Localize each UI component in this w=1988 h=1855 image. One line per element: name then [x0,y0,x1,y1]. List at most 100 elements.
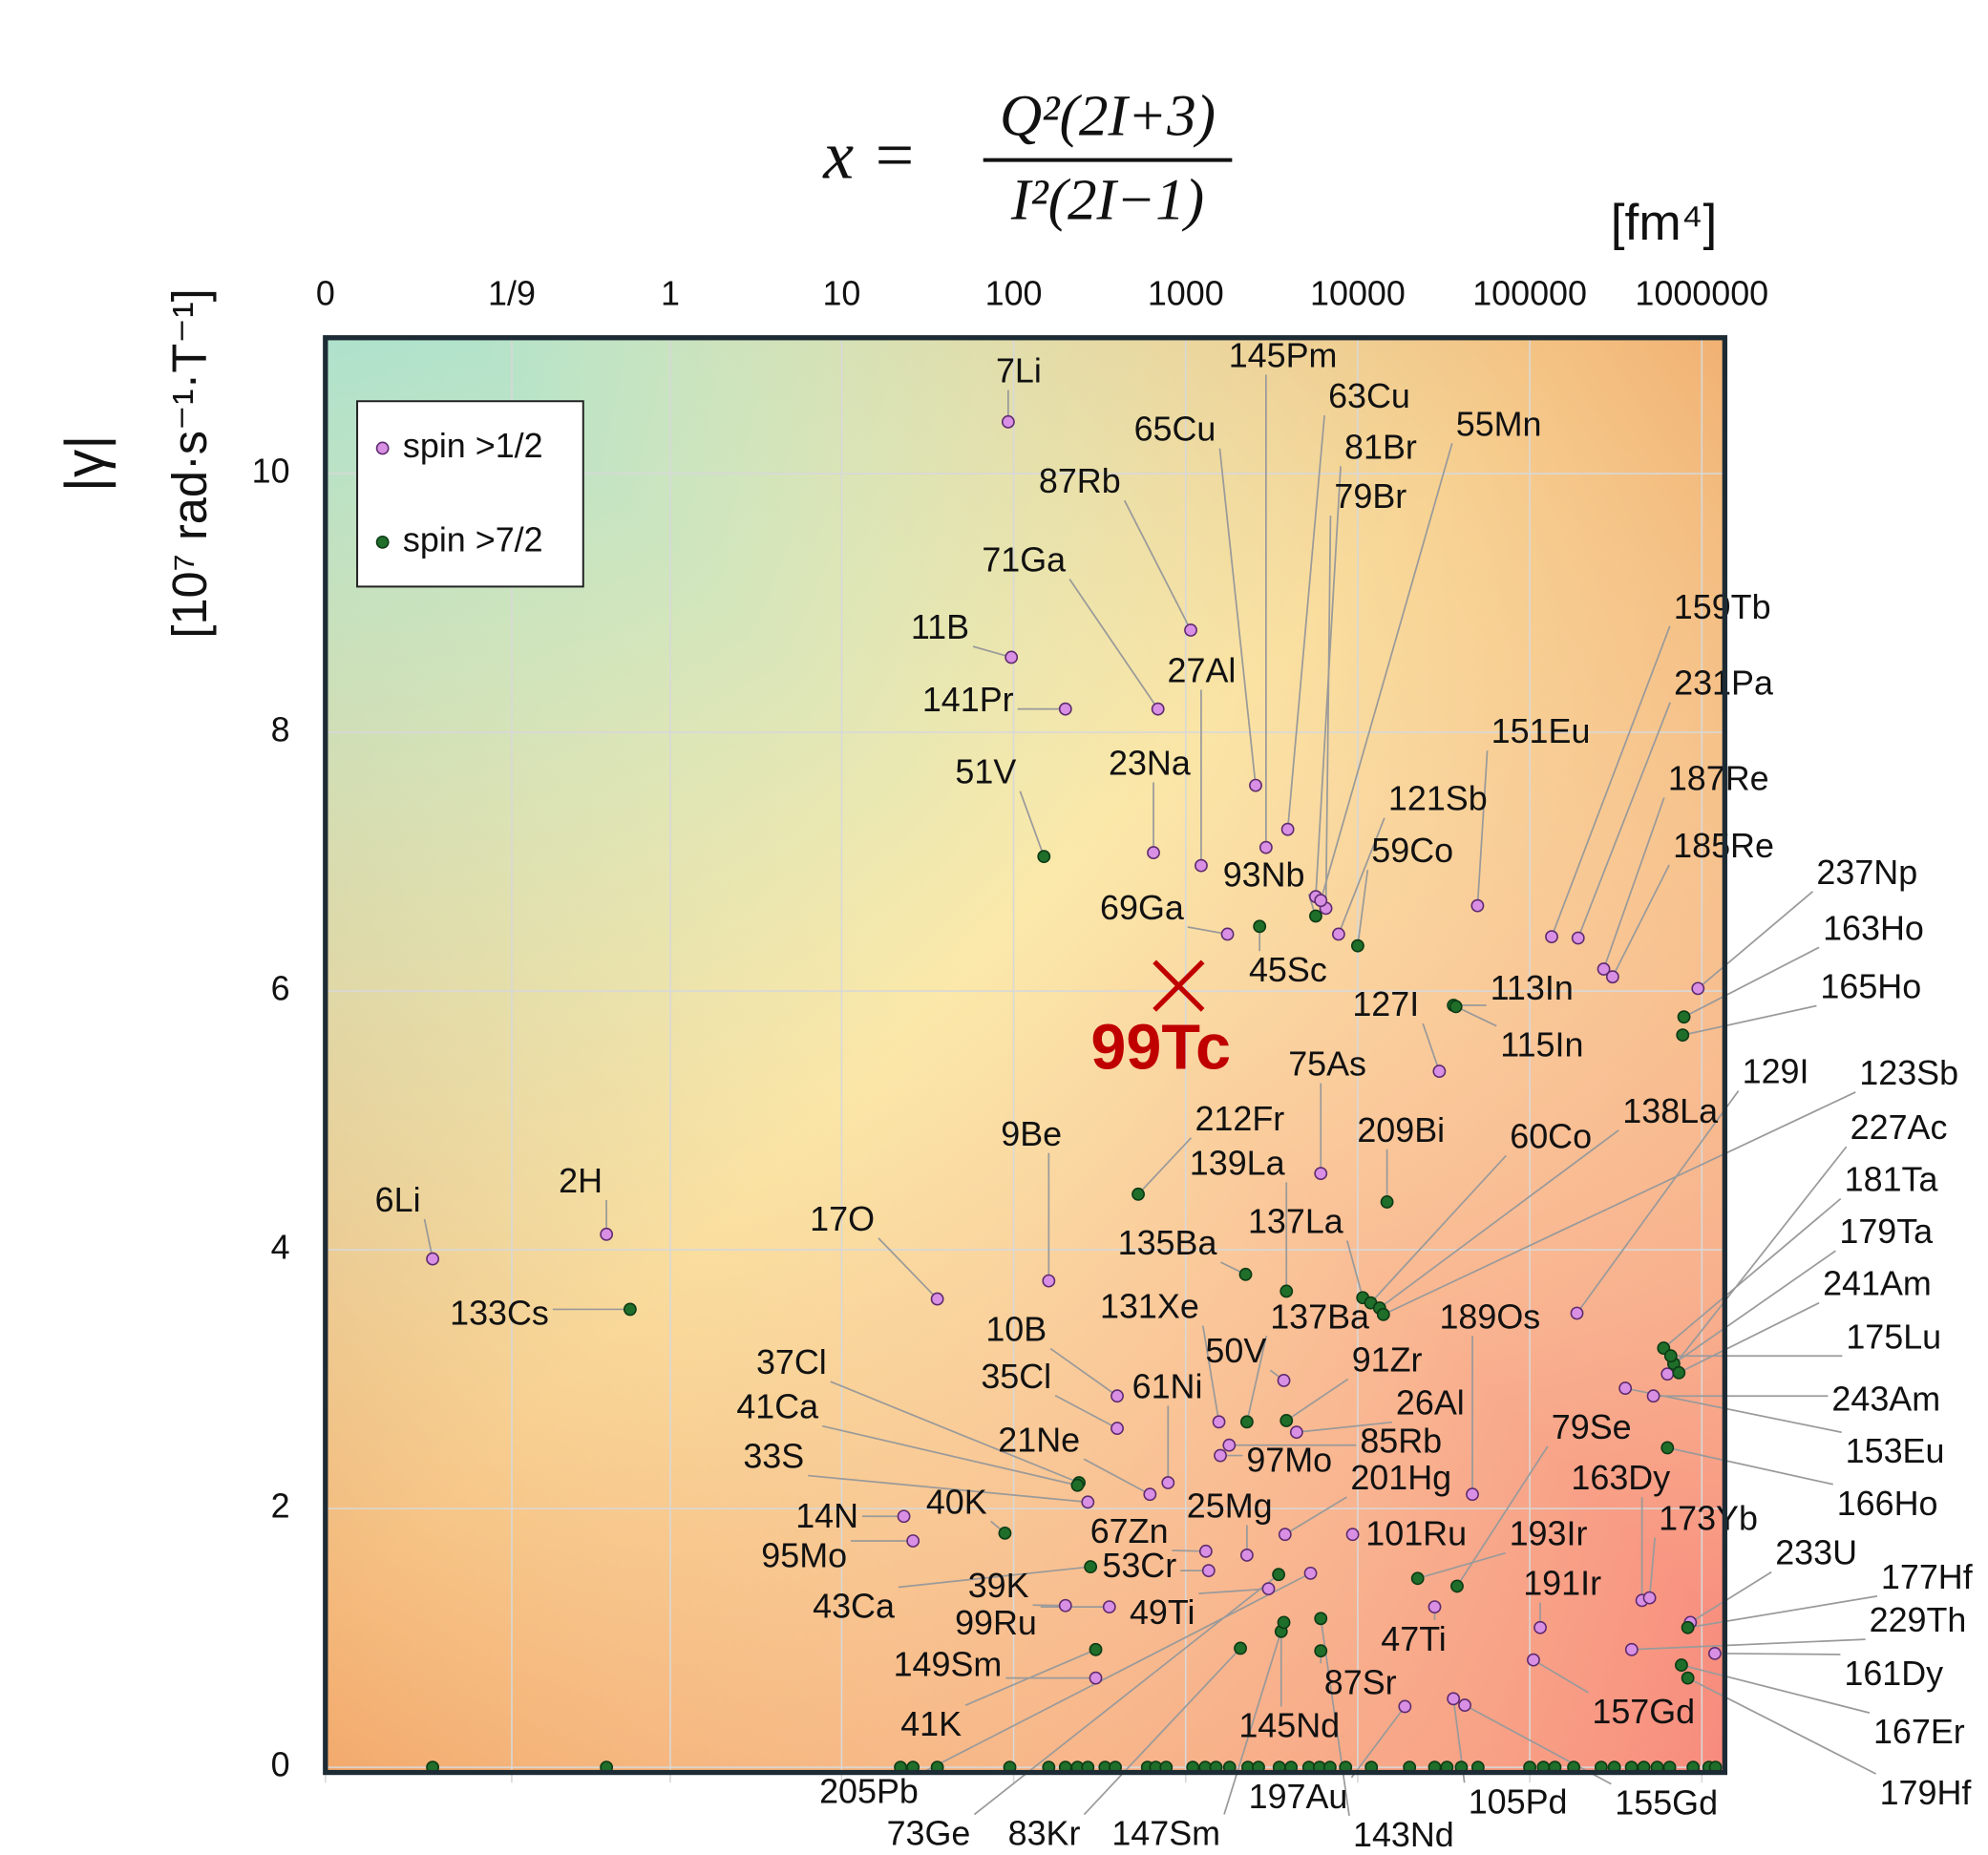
leader-line [1350,1711,1403,1779]
point-label: 135Ba [1118,1224,1217,1262]
data-point [1102,1600,1116,1614]
data-point [1447,1692,1461,1706]
data-point [1663,1349,1678,1363]
point-label: 9Be [1001,1115,1062,1153]
leader-line [1083,1458,1145,1492]
leader-line [898,1566,1085,1589]
leader-line [1615,864,1670,972]
leader-line [1604,797,1665,964]
data-point [1070,1478,1085,1492]
data-point [1289,1425,1303,1440]
leader-line [1068,579,1155,705]
leader-line [1688,1004,1817,1035]
leader-line [1422,1022,1439,1066]
data-point [1470,898,1485,913]
point-label: 87Rb [1039,462,1121,500]
point-label: 79Se [1552,1408,1632,1446]
x-tick-label: 10 [822,274,860,312]
leader-line [1689,946,1820,1015]
leader-line [1461,1008,1497,1027]
point-label: 212Fr [1195,1100,1284,1138]
data-point [1314,1644,1328,1658]
data-point [1571,931,1585,945]
point-label: 151Eu [1491,712,1591,750]
point-label: 43Ca [813,1587,895,1625]
data-point [1238,1267,1253,1281]
leader-line [1198,1588,1262,1594]
grid [325,337,1725,1783]
data-point [1309,909,1322,923]
leader-line [1340,817,1385,929]
leader-line [1374,1154,1507,1299]
data-point [1676,1028,1690,1043]
point-label: 193Ir [1510,1515,1588,1553]
point-label: 153Eu [1846,1432,1945,1470]
annotation-cross [1153,959,1205,1012]
leader-line [1123,499,1189,625]
data-point [1234,1641,1247,1655]
point-label: 157Gd [1592,1693,1695,1731]
y-tick-label: 10 [252,453,290,491]
data-point [1037,850,1051,864]
point-label: 165Ho [1820,967,1921,1005]
data-point [1198,1544,1213,1558]
point-label: 187Re [1668,759,1769,797]
leader-line [1423,1551,1506,1578]
leader-line [1667,1197,1842,1345]
point-label: 133Cs [450,1294,549,1332]
x-label-lhs: x = [822,117,917,194]
point-label: 93Nb [1223,855,1305,894]
data-point [1533,1620,1547,1634]
data-point [1239,1415,1254,1429]
x-tick-label: 1 [661,274,680,312]
point-label: 131Xe [1100,1288,1199,1326]
point-label: 181Ta [1845,1161,1938,1199]
data-point [1042,1274,1056,1288]
data-point [1089,1671,1103,1685]
data-point [1646,1389,1660,1403]
data-point [1707,1646,1722,1660]
data-point [1314,1612,1328,1626]
data-point [1675,1658,1688,1672]
data-point [1314,1167,1328,1181]
leader-line [423,1218,433,1254]
data-point [1449,1000,1463,1014]
point-label: 147Sm [1111,1815,1220,1853]
leader-line [1345,1240,1363,1293]
point-label: 129I [1743,1053,1809,1091]
y-tick-label: 0 [271,1746,290,1784]
point-label: 155Gd [1615,1784,1718,1823]
point-label: 138La [1622,1092,1718,1130]
point-label: 23Na [1109,744,1191,782]
point-label: 81Br [1344,428,1417,466]
point-label: 166Ho [1837,1485,1938,1523]
point-label: 105Pd [1469,1782,1568,1821]
data-point [1058,1598,1072,1613]
data-point [1314,894,1328,908]
leader-line [1321,1624,1350,1816]
point-label: 37Cl [756,1343,827,1381]
y-tick-label: 4 [271,1229,290,1267]
point-label: 175Lu [1846,1318,1941,1357]
leader-line [1290,1496,1347,1532]
point-label: 201Hg [1350,1459,1451,1497]
point-label: 49Ti [1130,1593,1195,1632]
x-tick-label: 10000 [1310,274,1406,312]
leader-line [1670,1146,1848,1370]
point-label: 99Ru [955,1604,1037,1642]
data-point [1214,1448,1227,1463]
leader-line [1201,1325,1219,1416]
point-label: 51V [955,753,1016,791]
data-point [1660,1441,1675,1455]
data-point [1660,1367,1675,1381]
leader-line [1476,750,1489,900]
leader-line [1220,1261,1240,1273]
data-point [1058,702,1072,716]
data-point [1151,702,1165,716]
x-tick-label: 100 [985,274,1043,312]
legend: spin >1/2 spin >7/2 [356,400,584,588]
leader-line [972,645,1006,657]
leader-line [990,1520,1001,1530]
point-label: 27Al [1168,651,1237,689]
